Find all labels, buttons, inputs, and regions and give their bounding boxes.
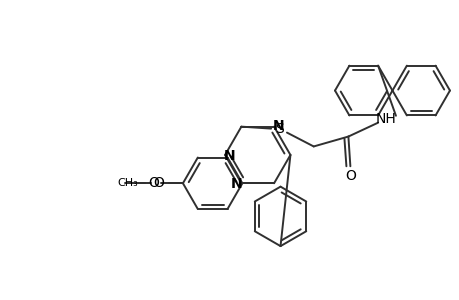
- Text: N: N: [273, 118, 284, 133]
- Text: NH: NH: [375, 112, 396, 126]
- Text: O: O: [153, 176, 164, 190]
- Text: CH₃: CH₃: [118, 178, 138, 188]
- Text: S: S: [274, 122, 283, 136]
- Text: N: N: [224, 149, 235, 163]
- Text: O: O: [344, 169, 355, 183]
- Text: N: N: [230, 177, 242, 191]
- Text: O: O: [147, 176, 158, 190]
